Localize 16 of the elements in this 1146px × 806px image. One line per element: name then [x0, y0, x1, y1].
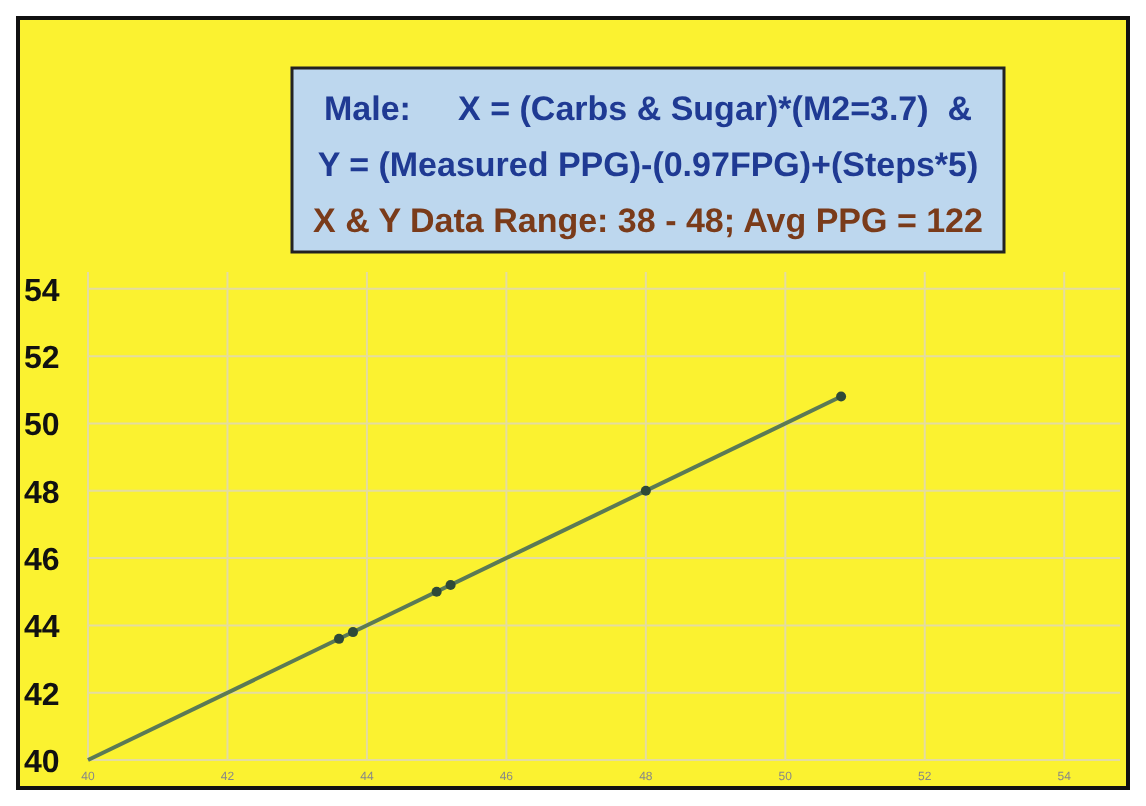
- y-tick-label: 46: [24, 544, 60, 579]
- point: [347, 627, 358, 638]
- y-tick-label: 42: [24, 678, 60, 713]
- y-tick-label: 54: [24, 274, 60, 309]
- point: [431, 586, 442, 597]
- y-tick-label: 50: [24, 409, 60, 444]
- chart-subtitle: Y = (Measured PPG)-(0.97FPG)+(Steps*5): [317, 146, 979, 184]
- chart-title: Male: X = (Carbs & Sugar)*(M2=3.7) &: [323, 90, 973, 128]
- point: [334, 633, 345, 644]
- point: [640, 485, 651, 496]
- y-tick-label: 44: [24, 611, 60, 646]
- point: [445, 579, 456, 590]
- text: X & Y Data Range: 38 - 48; Avg PPG = 122: [313, 202, 983, 240]
- y-tick-label: 52: [24, 342, 60, 377]
- point: [836, 391, 847, 402]
- y-tick-label: 48: [24, 476, 60, 511]
